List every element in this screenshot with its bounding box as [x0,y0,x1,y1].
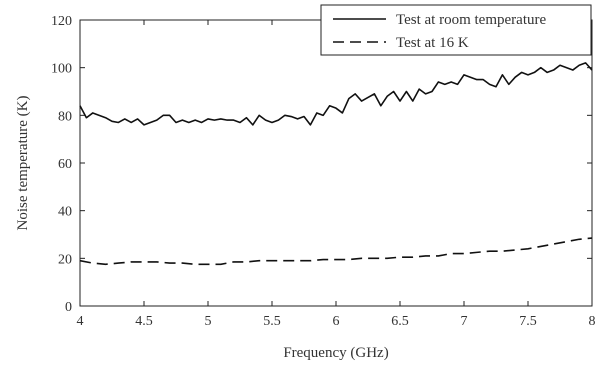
series-group [79,62,593,266]
y-tick-label: 0 [65,300,72,315]
y-tick-label: 20 [58,252,72,267]
x-tick-label: 7 [461,314,468,329]
series-line-room-temperature [79,62,593,126]
x-tick-label: 7.5 [519,314,537,329]
x-tick-label: 8 [589,314,596,329]
plot-area [79,19,593,307]
legend-label-16k: Test at 16 K [396,35,469,51]
y-tick-label: 120 [51,14,72,29]
x-tick-label: 5.5 [263,314,281,329]
x-tick-label: 6.5 [391,314,409,329]
y-tick-label: 80 [58,109,72,124]
x-axis-label: Frequency (GHz) [283,345,388,361]
x-tick-label: 5 [205,314,212,329]
legend: Test at room temperature Test at 16 K [320,4,592,56]
legend-box [320,4,592,56]
x-tick-label: 6 [333,314,340,329]
y-axis-label: Noise temperature (K) [15,96,31,231]
y-tick-label: 60 [58,157,72,172]
x-tick-label: 4 [77,314,84,329]
series-line-16k [79,237,593,266]
legend-label-room-temperature: Test at room temperature [396,12,546,28]
y-tick-label: 40 [58,205,72,220]
y-tick-label: 100 [51,62,72,77]
x-tick-label: 4.5 [135,314,153,329]
